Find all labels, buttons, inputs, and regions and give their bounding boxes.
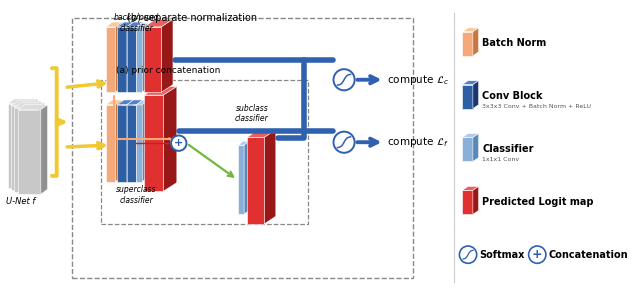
Polygon shape — [462, 32, 473, 56]
Polygon shape — [247, 130, 276, 137]
Polygon shape — [161, 19, 173, 92]
Polygon shape — [31, 99, 38, 188]
Polygon shape — [136, 27, 142, 92]
Text: +: + — [174, 138, 184, 148]
Polygon shape — [34, 101, 41, 190]
Polygon shape — [127, 22, 143, 27]
Text: 1x1x1 Conv: 1x1x1 Conv — [483, 157, 520, 162]
Polygon shape — [473, 28, 479, 56]
Polygon shape — [106, 27, 115, 92]
Polygon shape — [127, 22, 134, 92]
Polygon shape — [462, 137, 473, 161]
Text: superclass
classifier: superclass classifier — [116, 186, 157, 205]
Polygon shape — [142, 101, 147, 182]
Polygon shape — [136, 23, 147, 27]
Circle shape — [333, 132, 355, 153]
Polygon shape — [136, 101, 147, 105]
Polygon shape — [247, 137, 264, 224]
Polygon shape — [462, 134, 479, 137]
Text: U-Net f: U-Net f — [6, 197, 36, 206]
Polygon shape — [163, 86, 177, 191]
Polygon shape — [462, 81, 479, 85]
Polygon shape — [473, 81, 479, 109]
Polygon shape — [136, 105, 142, 182]
Polygon shape — [106, 105, 115, 182]
Polygon shape — [244, 141, 249, 214]
Polygon shape — [115, 100, 122, 182]
Polygon shape — [18, 105, 47, 109]
Polygon shape — [18, 109, 41, 194]
Text: compute $\mathcal{L}_f$: compute $\mathcal{L}_f$ — [387, 135, 449, 149]
Polygon shape — [127, 27, 136, 92]
Polygon shape — [15, 103, 44, 108]
Polygon shape — [11, 101, 41, 106]
Polygon shape — [473, 186, 479, 214]
Text: compute $\mathcal{L}_c$: compute $\mathcal{L}_c$ — [387, 73, 449, 87]
Circle shape — [529, 246, 546, 263]
Polygon shape — [144, 95, 163, 191]
Text: +: + — [532, 248, 543, 261]
Polygon shape — [462, 186, 479, 190]
Text: subclass
classifier: subclass classifier — [235, 104, 269, 123]
Polygon shape — [136, 100, 143, 182]
Text: 3x3x3 Conv + Batch Norm + ReLU: 3x3x3 Conv + Batch Norm + ReLU — [483, 104, 591, 109]
Polygon shape — [462, 190, 473, 214]
Polygon shape — [106, 100, 122, 105]
Text: background
classifier: background classifier — [114, 14, 159, 33]
Polygon shape — [115, 22, 122, 92]
Text: Batch Norm: Batch Norm — [483, 38, 547, 48]
Circle shape — [171, 135, 186, 151]
Text: Conv Block: Conv Block — [483, 91, 543, 101]
Polygon shape — [142, 23, 147, 92]
Polygon shape — [127, 105, 136, 182]
Text: Predicted Logit map: Predicted Logit map — [483, 197, 594, 207]
Polygon shape — [117, 22, 134, 27]
Polygon shape — [117, 105, 127, 182]
Polygon shape — [238, 145, 244, 214]
Polygon shape — [473, 134, 479, 161]
Polygon shape — [38, 103, 44, 192]
Polygon shape — [11, 106, 34, 190]
Text: Concatenation: Concatenation — [548, 250, 628, 260]
Polygon shape — [106, 22, 122, 27]
Polygon shape — [462, 85, 473, 109]
Polygon shape — [127, 100, 134, 182]
Polygon shape — [136, 22, 143, 92]
Polygon shape — [8, 99, 38, 104]
Polygon shape — [41, 105, 47, 194]
Polygon shape — [127, 100, 143, 105]
Circle shape — [333, 69, 355, 90]
Circle shape — [460, 246, 477, 263]
Text: Classifier: Classifier — [483, 144, 534, 154]
Text: (a) prior concatenation: (a) prior concatenation — [116, 66, 220, 75]
Polygon shape — [144, 19, 173, 27]
Text: Softmax: Softmax — [479, 250, 525, 260]
Polygon shape — [238, 141, 249, 145]
Polygon shape — [144, 86, 177, 95]
Polygon shape — [117, 100, 134, 105]
Polygon shape — [8, 104, 31, 188]
Polygon shape — [264, 130, 276, 224]
Text: (b) separate normalization: (b) separate normalization — [127, 14, 257, 23]
Polygon shape — [144, 27, 161, 92]
Polygon shape — [462, 28, 479, 32]
Polygon shape — [15, 108, 38, 192]
Polygon shape — [117, 27, 127, 92]
